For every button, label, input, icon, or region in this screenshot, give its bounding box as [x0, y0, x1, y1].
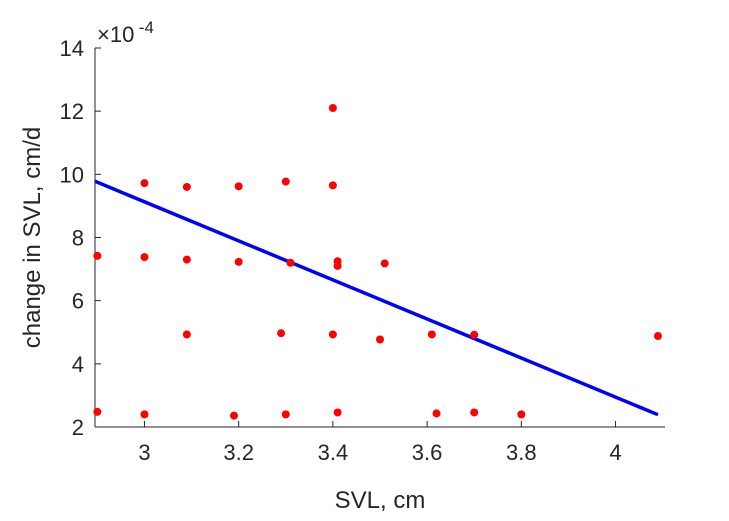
data-point [93, 251, 102, 260]
data-point [376, 335, 384, 344]
data-point [93, 407, 102, 416]
x-tick-label: 3 [138, 440, 150, 465]
data-point [328, 181, 337, 190]
y-tick-label: 10 [60, 162, 84, 187]
x-tick-label: 3.8 [506, 440, 537, 465]
y-tick-label: 6 [72, 289, 84, 314]
y-tick-label: 2 [72, 415, 84, 440]
y-tick-label: 4 [72, 352, 84, 377]
x-axis-label: SVL, cm [335, 487, 426, 514]
data-points-layer [93, 104, 662, 420]
data-point [328, 330, 337, 339]
data-point [229, 411, 238, 420]
x-tick-label: 3.4 [318, 440, 349, 465]
data-point [470, 330, 479, 339]
data-point [286, 258, 295, 267]
y-tick-label: 12 [60, 99, 84, 124]
data-point [427, 330, 436, 339]
data-point [328, 104, 337, 113]
x-tick-label: 4 [609, 440, 621, 465]
y-multiplier-base: ×10 [97, 22, 134, 47]
data-point [380, 259, 389, 268]
data-point [277, 329, 286, 338]
data-point [140, 179, 149, 188]
data-point [281, 410, 290, 419]
x-tick-label: 3.2 [223, 440, 254, 465]
axes-layer: 3 3.2 3.4 3.6 3.8 4 2 4 6 8 10 12 14 [60, 36, 665, 465]
data-point [470, 408, 479, 417]
data-point [281, 177, 290, 186]
fit-line-layer [94, 179, 659, 417]
data-point [182, 182, 191, 191]
data-point [234, 257, 243, 266]
data-point [333, 261, 342, 270]
y-axis-multiplier: ×10 -4 [97, 18, 154, 47]
data-point [140, 410, 149, 419]
y-multiplier-exponent: -4 [139, 18, 154, 37]
y-tick-label: 14 [60, 36, 84, 61]
y-axis-label: change in SVL, cm/d [19, 127, 46, 348]
data-point [653, 332, 662, 341]
y-tick-label: 8 [72, 226, 84, 251]
data-point [182, 255, 191, 264]
fit-line [94, 179, 659, 417]
data-point [140, 253, 149, 262]
data-point [432, 409, 441, 418]
data-point [182, 330, 191, 339]
data-point [517, 410, 526, 419]
x-tick-label: 3.6 [412, 440, 443, 465]
data-point [234, 182, 243, 191]
data-point [333, 408, 342, 417]
